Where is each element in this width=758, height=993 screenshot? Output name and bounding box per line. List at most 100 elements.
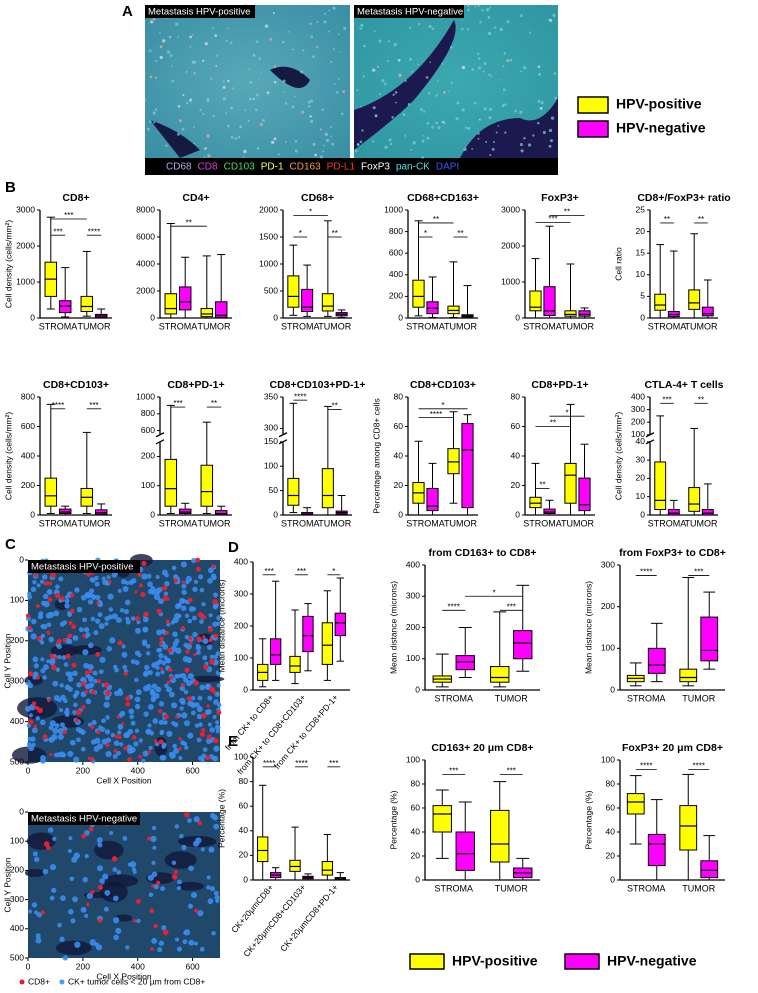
texture <box>232 87 235 90</box>
texture <box>207 695 213 701</box>
texture <box>361 129 364 132</box>
texture <box>497 125 500 127</box>
texture <box>42 734 48 740</box>
y-tick-label: 40 <box>239 825 249 835</box>
texture <box>169 675 173 680</box>
texture <box>155 686 162 693</box>
box <box>44 477 58 507</box>
y-tick-label: 0 <box>415 874 420 884</box>
texture <box>92 670 98 676</box>
texture <box>181 844 187 851</box>
significance-label: *** <box>64 211 73 220</box>
texture <box>112 664 118 670</box>
texture <box>435 94 438 97</box>
texture <box>164 580 170 587</box>
texture <box>179 685 186 692</box>
texture <box>108 607 114 612</box>
texture <box>71 856 78 863</box>
texture <box>106 575 111 580</box>
micrograph-structure <box>55 940 92 956</box>
texture <box>27 625 32 631</box>
texture <box>471 68 475 71</box>
texture <box>87 599 94 605</box>
texture <box>60 596 65 601</box>
y-tick-label: 20 <box>239 850 249 860</box>
texture <box>421 156 424 159</box>
texture <box>208 846 215 853</box>
y-axis-label: Percentage (%) <box>216 789 226 848</box>
texture <box>125 695 131 702</box>
texture <box>187 732 194 739</box>
significance-label: ** <box>211 399 217 408</box>
texture <box>212 715 217 720</box>
texture <box>73 702 78 708</box>
texture <box>316 45 319 49</box>
texture <box>215 65 218 67</box>
texture <box>121 722 125 726</box>
texture <box>159 636 164 641</box>
texture <box>189 35 192 39</box>
texture <box>76 682 82 688</box>
texture <box>188 597 193 603</box>
texture <box>455 116 459 121</box>
texture <box>506 20 510 24</box>
texture <box>201 713 207 719</box>
texture <box>149 908 155 914</box>
texture <box>266 91 270 95</box>
texture <box>204 147 207 150</box>
texture <box>172 631 178 638</box>
texture <box>78 627 84 633</box>
texture <box>548 144 552 148</box>
y-tick-label: 60 <box>511 421 521 431</box>
texture <box>128 708 135 715</box>
texture <box>549 139 553 143</box>
texture <box>477 4 480 7</box>
texture <box>113 749 118 753</box>
texture <box>178 119 182 123</box>
texture <box>212 604 218 610</box>
texture <box>377 65 379 68</box>
texture <box>254 108 258 112</box>
texture <box>500 79 502 81</box>
significance-label: *** <box>89 401 98 410</box>
texture <box>467 8 470 12</box>
texture <box>492 140 495 143</box>
texture <box>509 58 513 62</box>
texture <box>163 591 169 596</box>
texture <box>466 28 470 31</box>
texture <box>330 126 332 128</box>
box <box>432 805 452 833</box>
texture <box>456 101 460 105</box>
x-tick-label: STROMA <box>434 693 473 703</box>
texture <box>193 579 199 584</box>
box <box>490 809 510 863</box>
texture <box>184 613 190 619</box>
texture <box>409 26 412 29</box>
texture <box>155 671 161 677</box>
texture <box>487 16 491 19</box>
texture <box>146 644 151 649</box>
texture <box>70 593 75 598</box>
image-label-bg <box>354 5 464 18</box>
micrograph-structure <box>354 20 558 158</box>
texture <box>362 75 365 78</box>
texture <box>309 99 314 103</box>
texture <box>138 738 143 743</box>
texture <box>410 70 413 73</box>
significance-label: * <box>332 567 335 576</box>
texture <box>117 640 123 646</box>
legend-label: CD8+ <box>28 976 50 986</box>
texture <box>207 577 213 584</box>
texture <box>62 729 67 735</box>
axis-break <box>155 439 165 445</box>
texture <box>520 149 524 153</box>
texture <box>90 890 95 895</box>
texture <box>354 149 358 153</box>
box <box>688 289 701 310</box>
texture <box>124 599 131 606</box>
chart-title: CD8+CD103+PD-1+ <box>269 379 365 391</box>
texture <box>116 715 120 719</box>
box <box>214 301 228 318</box>
texture <box>130 658 136 664</box>
